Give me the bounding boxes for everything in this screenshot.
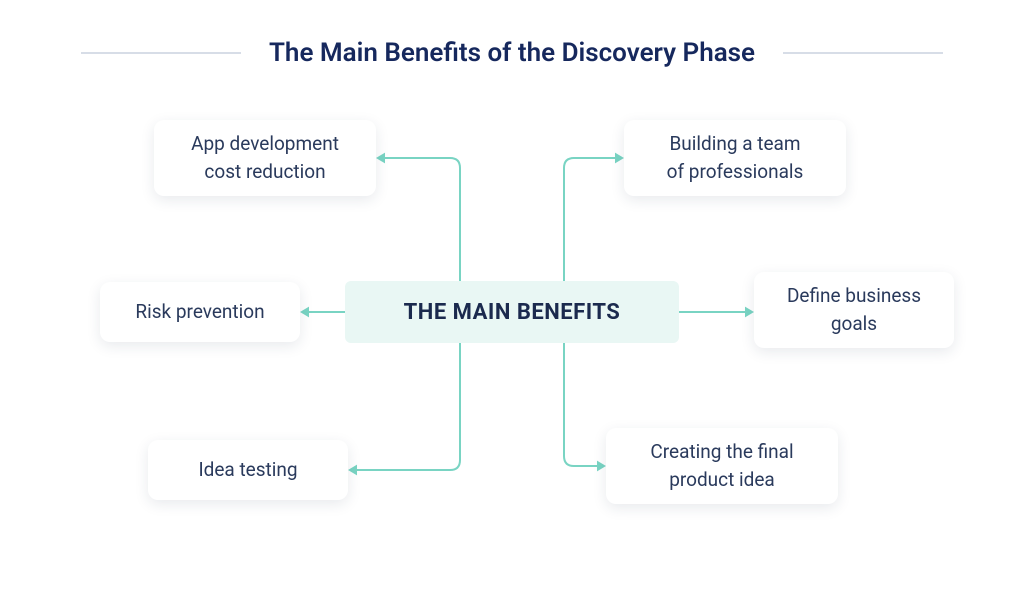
benefit-app-development-cost-reduction: App developmentcost reduction: [154, 120, 376, 196]
benefit-risk-prevention: Risk prevention: [100, 282, 300, 342]
title-row: The Main Benefits of the Discovery Phase: [0, 38, 1024, 68]
benefit-creating-final-product-idea: Creating the finalproduct idea: [606, 428, 838, 504]
title-decoration-right: [783, 52, 943, 54]
benefit-building-team-of-professionals: Building a teamof professionals: [624, 120, 846, 196]
benefit-define-business-goals: Define businessgoals: [754, 272, 954, 348]
title-decoration-left: [81, 52, 241, 54]
page-title: The Main Benefits of the Discovery Phase: [269, 38, 755, 68]
benefit-idea-testing: Idea testing: [148, 440, 348, 500]
hub-main-benefits: THE MAIN BENEFITS: [345, 281, 679, 343]
